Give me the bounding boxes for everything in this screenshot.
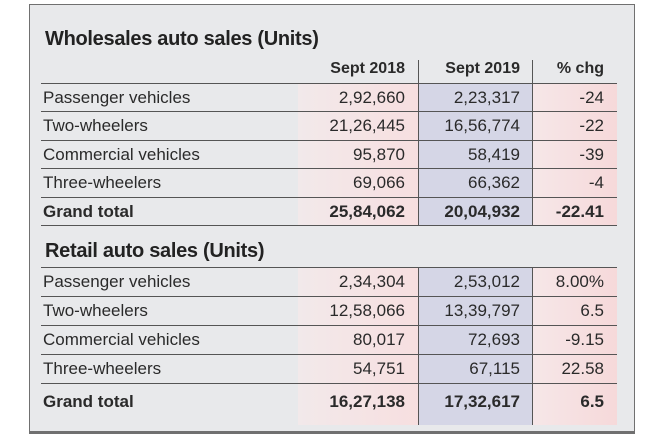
- wholesale-cell-sept2018: 2,92,660: [338, 88, 405, 107]
- wholesale-table-row: Grand total 25,84,062 20,04,932 -22.41: [41, 198, 617, 226]
- retail-cell-chg: 8.00%: [555, 272, 604, 291]
- column-divider: [418, 60, 419, 226]
- retail-header-line: [41, 240, 617, 268]
- wholesale-chg-shade: [532, 84, 617, 226]
- retail-cell-sept2018: 2,34,304: [338, 272, 405, 291]
- column-divider: [532, 60, 533, 226]
- wholesale-table-row: Commercial vehicles 95,870 58,419 -39: [41, 141, 617, 169]
- wholesale-cell-label: Two-wheelers: [43, 116, 148, 135]
- column-divider: [418, 268, 419, 425]
- wholesale-cell-chg: -4: [588, 173, 604, 192]
- wholesale-cell-sept2019: 16,56,774: [444, 116, 520, 135]
- retail-table-row: Commercial vehicles 80,017 72,693 -9.15: [41, 326, 617, 355]
- wholesale-cell-sept2019: 2,23,317: [453, 88, 520, 107]
- retail-table-row: Three-wheelers 54,751 67,115 22.58: [41, 355, 617, 384]
- retail-cell-chg: 6.5: [580, 301, 604, 320]
- wholesale-table-row: Two-wheelers 21,26,445 16,56,774 -22: [41, 112, 617, 141]
- header-sept-2019: Sept 2019: [445, 60, 520, 77]
- retail-cell-sept2019: 67,115: [469, 359, 520, 378]
- retail-cell-label: Two-wheelers: [43, 301, 148, 320]
- retail-cell-sept2019: 17,32,617: [444, 392, 520, 411]
- retail-cell-sept2019: 13,39,797: [444, 301, 520, 320]
- wholesale-cell-chg: -22.41: [555, 202, 604, 221]
- wholesale-cell-label: Passenger vehicles: [43, 88, 191, 107]
- header-pct-chg: % chg: [556, 60, 604, 77]
- wholesale-table-row: Three-wheelers 69,066 66,362 -4: [41, 169, 617, 198]
- retail-sept2018-shade: [298, 268, 418, 425]
- retail-cell-label: Grand total: [43, 392, 134, 411]
- retail-cell-sept2018: 54,751: [353, 359, 405, 378]
- retail-cell-sept2019: 2,53,012: [453, 272, 520, 291]
- retail-cell-chg: 6.5: [580, 392, 604, 411]
- wholesale-cell-sept2018: 25,84,062: [329, 202, 405, 221]
- retail-cell-sept2018: 12,58,066: [329, 301, 405, 320]
- wholesale-cell-sept2019: 20,04,932: [444, 202, 520, 221]
- wholesale-cell-sept2018: 95,870: [353, 145, 405, 164]
- wholesale-cell-chg: -24: [579, 88, 604, 107]
- retail-cell-label: Three-wheelers: [43, 359, 162, 378]
- wholesale-title: Wholesales auto sales (Units): [45, 28, 319, 50]
- wholesale-cell-label: Grand total: [43, 202, 134, 221]
- wholesale-sept2018-shade: [298, 84, 418, 226]
- wholesale-cell-sept2018: 69,066: [353, 173, 405, 192]
- wholesale-cell-label: Three-wheelers: [43, 173, 162, 192]
- retail-cell-label: Commercial vehicles: [43, 330, 200, 349]
- retail-table-row: Two-wheelers 12,58,066 13,39,797 6.5: [41, 297, 617, 326]
- retail-cell-chg: -9.15: [565, 330, 604, 349]
- wholesale-cell-chg: -22: [579, 116, 604, 135]
- retail-cell-label: Passenger vehicles: [43, 272, 191, 291]
- wholesale-cell-chg: -39: [579, 145, 604, 164]
- column-divider: [532, 268, 533, 425]
- header-sept-2018: Sept 2018: [330, 60, 405, 77]
- retail-cell-sept2019: 72,693: [468, 330, 520, 349]
- retail-cell-sept2018: 16,27,138: [329, 392, 405, 411]
- retail-cell-sept2018: 80,017: [353, 330, 405, 349]
- retail-title: Retail auto sales (Units): [45, 240, 265, 262]
- wholesale-cell-label: Commercial vehicles: [43, 145, 200, 164]
- wholesale-header-row: Sept 2018 Sept 2019 % chg: [41, 56, 617, 84]
- retail-sept2019-shade: [418, 268, 532, 425]
- wholesale-table-row: Passenger vehicles 2,92,660 2,23,317 -24: [41, 84, 617, 112]
- retail-chg-shade: [532, 268, 617, 425]
- wholesale-cell-sept2019: 66,362: [468, 173, 520, 192]
- wholesale-sept2019-shade: [418, 84, 532, 226]
- retail-table-row: Passenger vehicles 2,34,304 2,53,012 8.00%: [41, 268, 617, 297]
- retail-table-row: Grand total 16,27,138 17,32,617 6.5: [41, 384, 617, 424]
- wholesale-cell-sept2018: 21,26,445: [329, 116, 405, 135]
- wholesale-cell-sept2019: 58,419: [468, 145, 520, 164]
- retail-cell-chg: 22.58: [561, 359, 604, 378]
